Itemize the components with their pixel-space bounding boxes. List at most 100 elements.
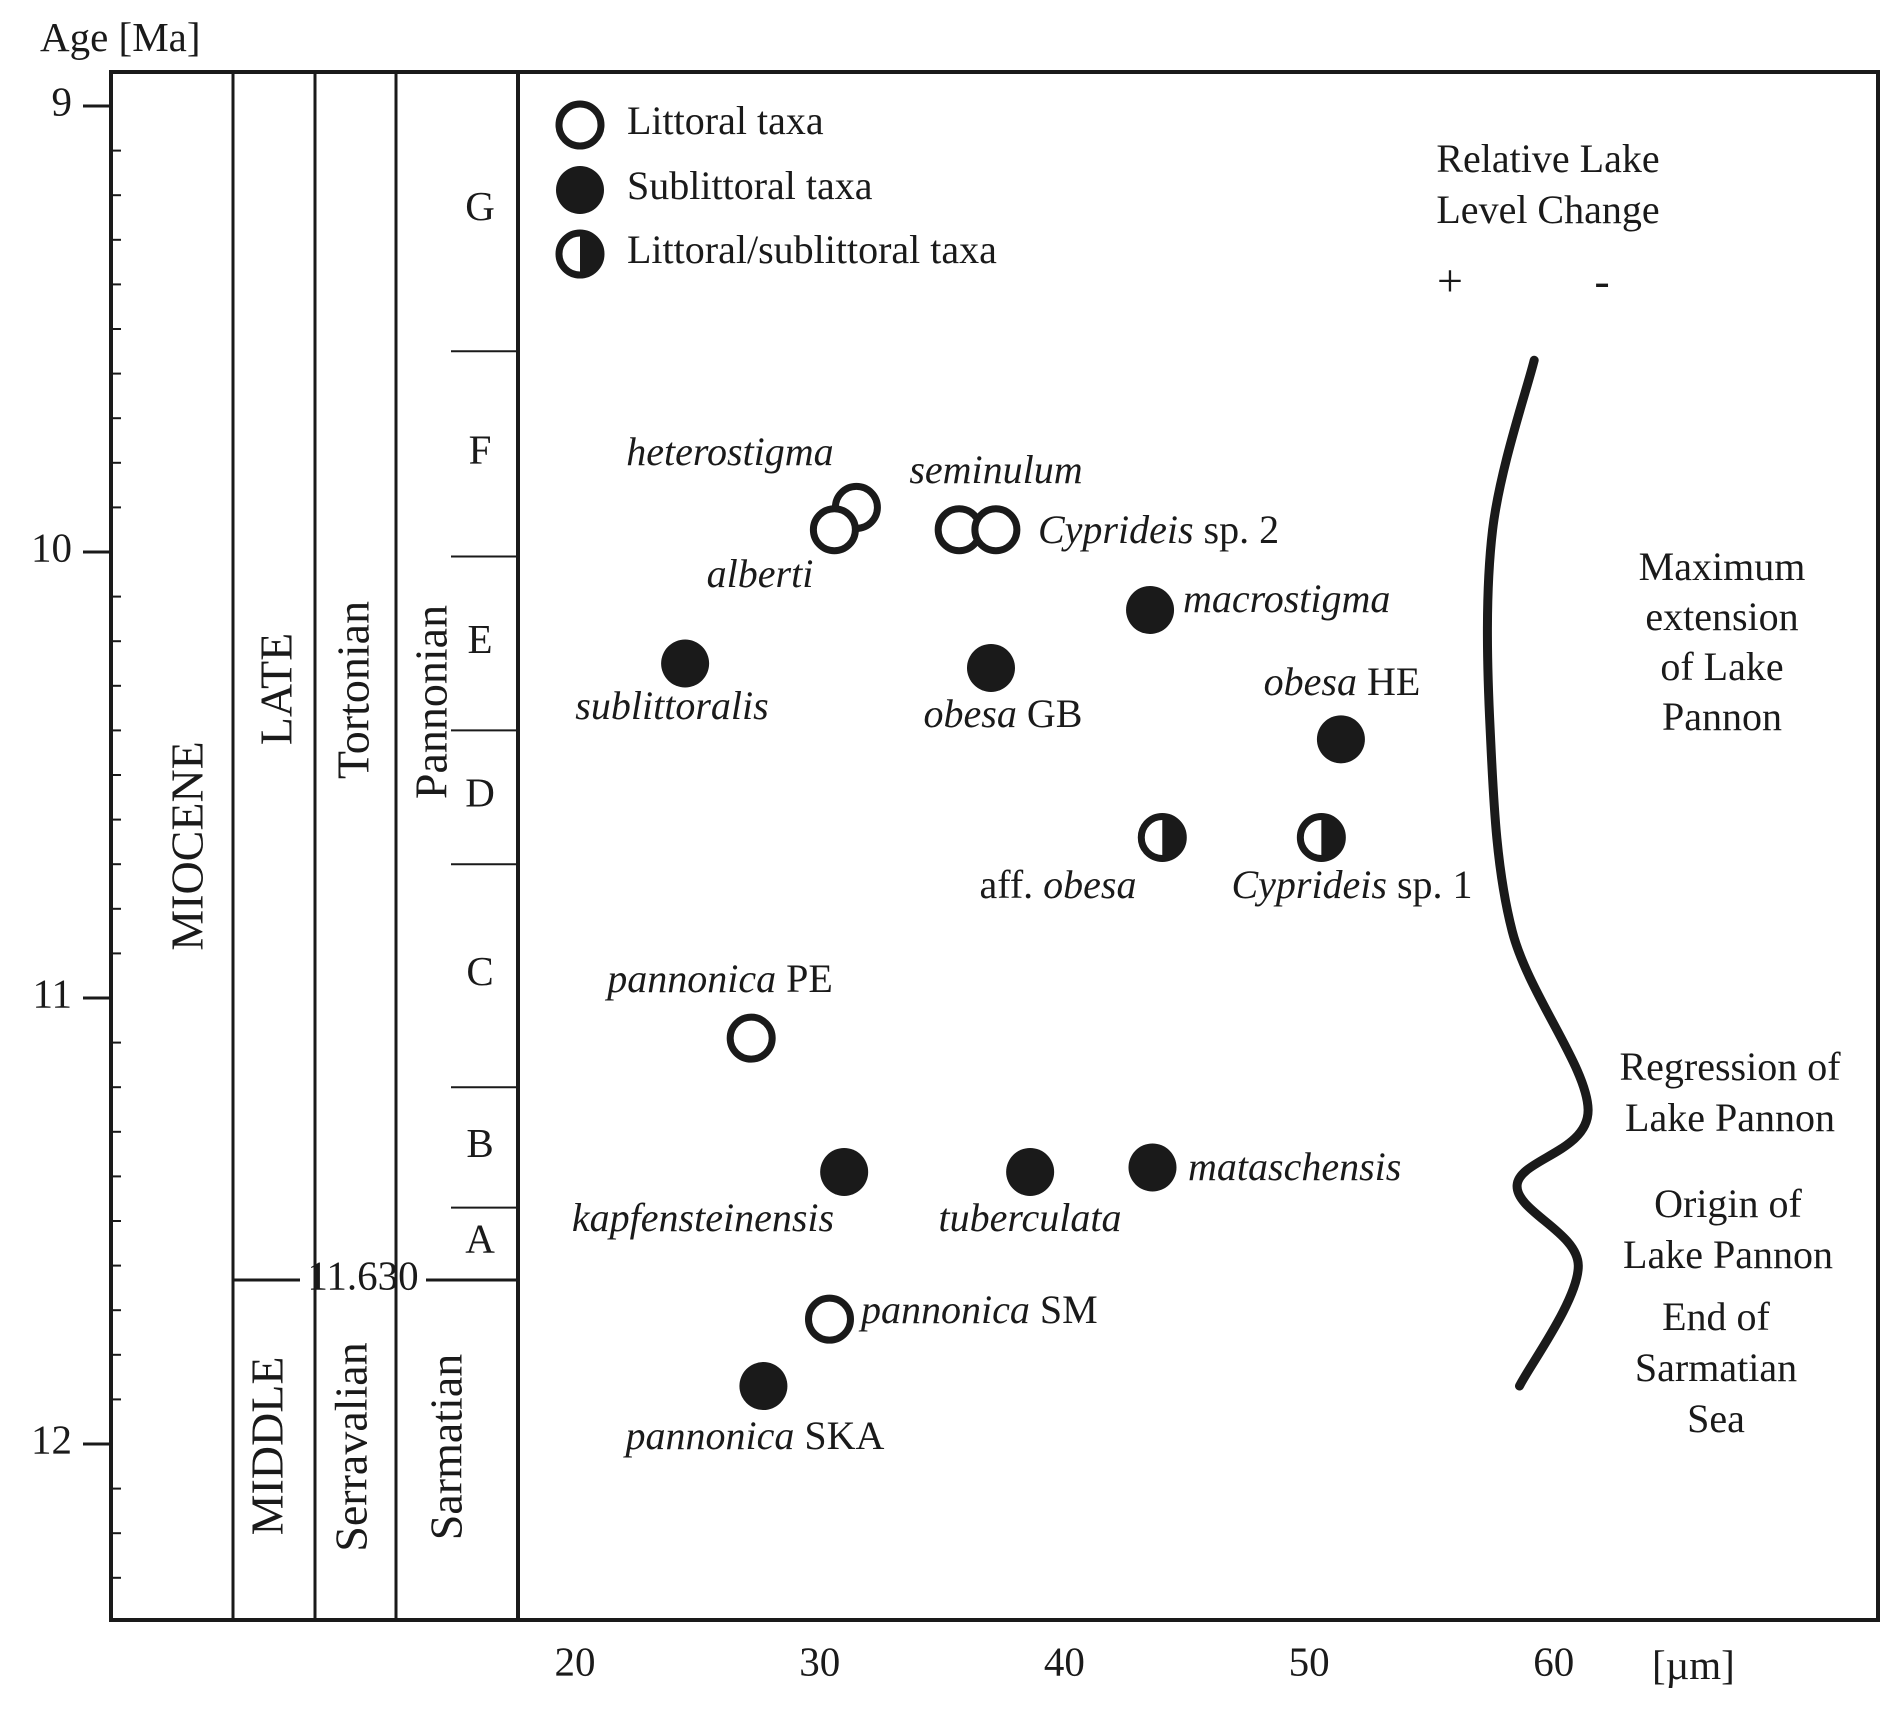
lake-level-title-line: Level Change — [1436, 187, 1659, 232]
point-label: obesa HE — [1264, 659, 1421, 704]
y-tick-label: 11 — [33, 970, 72, 1016]
plus-sign: + — [1437, 255, 1463, 306]
point-label: sublittoralis — [575, 683, 768, 728]
note-line: Regression of — [1619, 1044, 1841, 1089]
filled-circle-marker — [1126, 585, 1175, 634]
note-line: End of — [1662, 1294, 1770, 1339]
note-line: Sea — [1687, 1396, 1745, 1441]
point-label: heterostigma — [626, 429, 833, 474]
filled-circle-marker — [1316, 715, 1365, 764]
zone-label: G — [465, 183, 495, 229]
label-suffix: SKA — [794, 1413, 884, 1458]
taxon-name: macrostigma — [1183, 576, 1390, 621]
legend: Littoral taxa Sublittoral taxa Littoral/… — [555, 98, 997, 279]
label-suffix: PE — [776, 956, 833, 1001]
epoch-label: MIOCENE — [162, 741, 213, 951]
label-prefix: aff. — [980, 862, 1044, 907]
taxon-name: Cyprideis — [1038, 507, 1194, 552]
x-tick-label: 40 — [1044, 1638, 1085, 1684]
regional-stage-label: Pannonian — [406, 605, 457, 799]
taxon-name: Cyprideis — [1231, 862, 1387, 907]
point-label: seminulum — [909, 447, 1082, 492]
open-circle-marker — [555, 100, 605, 150]
legend-label: Sublittoral taxa — [627, 163, 873, 208]
zone-label: B — [466, 1120, 493, 1166]
stage-label: Serravalian — [326, 1342, 377, 1551]
y-axis-label: Age [Ma] — [40, 14, 201, 60]
taxon-name: heterostigma — [626, 429, 833, 474]
open-circle-marker — [809, 505, 859, 555]
point-label: Cyprideis sp. 1 — [1231, 862, 1472, 907]
point-labels: heterostigma alberti seminulum Cyprideis sp… — [572, 429, 1473, 1458]
note-regression: Regression of Lake Pannon — [1619, 1044, 1841, 1140]
filled-circle-marker — [1006, 1147, 1055, 1196]
label-suffix: sp. 2 — [1194, 507, 1280, 552]
taxon-name: mataschensis — [1188, 1144, 1401, 1189]
taxon-name: sublittoralis — [575, 683, 768, 728]
taxon-name: seminulum — [909, 447, 1082, 492]
point-label: mataschensis — [1188, 1144, 1401, 1189]
y-tick-label: 10 — [31, 524, 72, 570]
boundary-age-label: 11.630 — [307, 1252, 418, 1298]
zone-column: G F E D C B A — [451, 183, 518, 1262]
zone-label: C — [466, 948, 493, 994]
open-circle-marker — [804, 1294, 854, 1344]
point-label: pannonica PE — [604, 956, 833, 1001]
taxon-name: alberti — [707, 551, 814, 596]
note-line: Origin of — [1654, 1181, 1802, 1226]
legend-item-sublittoral: Sublittoral taxa — [556, 163, 873, 214]
point-label: tuberculata — [939, 1195, 1122, 1240]
legend-item-littoral: Littoral taxa — [555, 98, 824, 150]
data-points — [661, 482, 1365, 1411]
note-end-sarmatian: End of Sarmatian Sea — [1635, 1294, 1797, 1441]
point-label: obesa GB — [924, 691, 1083, 736]
legend-label: Littoral taxa — [627, 98, 824, 143]
regional-stage-label: Sarmatian — [421, 1354, 472, 1541]
x-axis-label: [µm] — [1652, 1642, 1735, 1688]
half-fill — [580, 233, 601, 275]
x-tick-label: 30 — [799, 1638, 840, 1684]
point-label: macrostigma — [1183, 576, 1390, 621]
x-tick-label: 50 — [1289, 1638, 1330, 1684]
y-tick-label: 9 — [52, 78, 73, 124]
stage-label: Tortonian — [328, 601, 379, 779]
filled-circle-marker — [739, 1362, 788, 1411]
plot-frame — [109, 70, 1880, 1622]
zone-label: A — [465, 1216, 495, 1262]
x-axis-tick-labels: 20 30 40 50 60 — [555, 1638, 1575, 1684]
x-tick-label: 20 — [555, 1638, 596, 1684]
filled-circle-marker — [966, 643, 1015, 692]
note-origin: Origin of Lake Pannon — [1623, 1181, 1833, 1277]
note-line: Lake Pannon — [1625, 1095, 1835, 1140]
subepoch-label: LATE — [251, 633, 302, 745]
label-suffix: GB — [1017, 691, 1083, 736]
lake-level-title-line: Relative Lake — [1436, 136, 1659, 181]
taxon-name: tuberculata — [939, 1195, 1122, 1240]
zone-label: D — [465, 770, 495, 816]
label-suffix: SM — [1030, 1287, 1098, 1332]
zone-label: E — [467, 616, 492, 662]
y-axis-tick-labels: 9 10 11 12 — [31, 78, 72, 1462]
taxon-name: pannonica — [604, 956, 776, 1001]
point-label: aff. obesa — [980, 862, 1137, 907]
point-label: pannonica SKA — [623, 1413, 885, 1458]
point-label: pannonica SM — [858, 1287, 1098, 1332]
open-circle-marker — [726, 1013, 776, 1063]
label-suffix: HE — [1357, 659, 1420, 704]
taxon-name: pannonica — [623, 1413, 795, 1458]
taxon-name: obesa — [1264, 659, 1357, 704]
lake-level-curve — [1482, 355, 1593, 1391]
filled-circle-marker — [1128, 1143, 1177, 1192]
point-label: Cyprideis sp. 2 — [1038, 507, 1279, 552]
taxon-name: kapfensteinensis — [572, 1195, 834, 1240]
note-line: of Lake — [1660, 644, 1783, 689]
note-line: Sarmatian — [1635, 1345, 1797, 1390]
filled-circle-marker — [820, 1147, 869, 1196]
taxon-name: obesa — [1043, 862, 1136, 907]
filled-circle-marker — [556, 166, 604, 214]
note-line: Lake Pannon — [1623, 1232, 1833, 1277]
x-tick-label: 60 — [1533, 1638, 1574, 1684]
y-axis-ticks — [83, 104, 121, 1579]
filled-circle-marker — [661, 639, 710, 688]
